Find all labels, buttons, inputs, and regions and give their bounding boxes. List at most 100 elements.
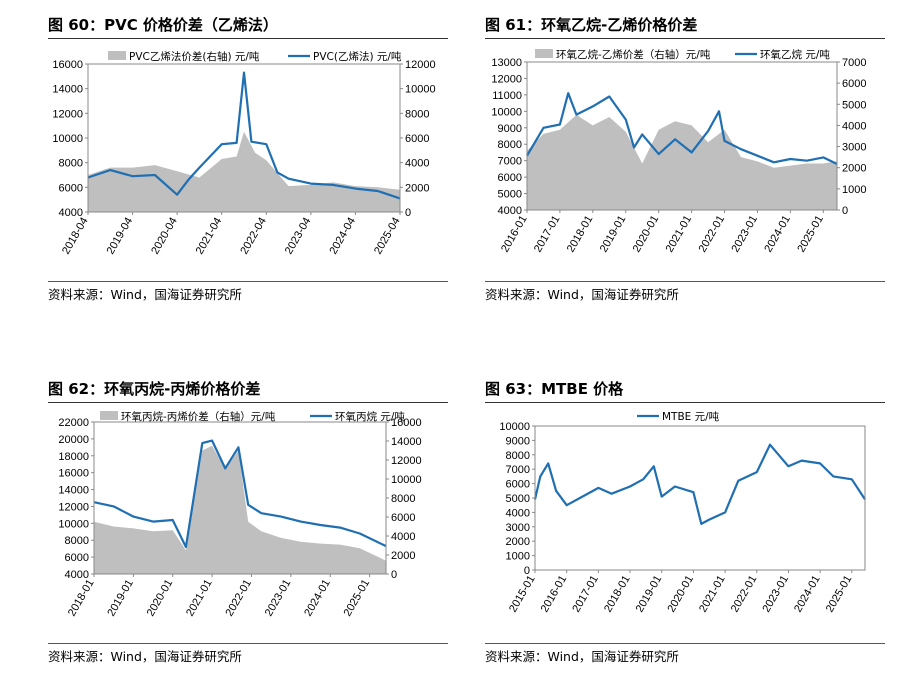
x-tick-label: 2016-01 <box>499 214 530 255</box>
y2-tick-label: 8000 <box>405 108 429 120</box>
x-tick-label: 2021-01 <box>184 578 215 619</box>
x-tick-label: 2025-01 <box>342 578 373 619</box>
y-tick-label: 12000 <box>491 73 522 85</box>
source-note: 资料来源：Wind，国海证券研究所 <box>48 649 242 664</box>
x-tick-label: 2018-01 <box>66 578 97 619</box>
y-tick-label: 18000 <box>58 451 89 463</box>
x-tick-label: 2020-04 <box>149 216 180 257</box>
title-rule <box>48 402 448 403</box>
figure-62: 图 62：环氧丙烷-丙烯价格价差 4000 6000 8000 10000 12000 1… <box>48 378 448 668</box>
figure-63: 图 63：MTBE 价格 0 1000 2000 3000 4000 5000 6000 70… <box>485 378 885 668</box>
x-tick-label: 2022-01 <box>729 574 760 615</box>
y-tick-label: 14000 <box>58 485 89 497</box>
figure-61: 图 61：环氧乙烷-乙烯价格价差 4000 5000 6000 7000 8000 900… <box>485 14 885 304</box>
source-rule <box>48 643 448 644</box>
y-tick-label: 14000 <box>52 84 83 96</box>
series-area <box>94 445 386 574</box>
y-tick-label: 12000 <box>58 501 89 513</box>
x-tick-label: 2021-04 <box>194 216 225 257</box>
y-tick-label: 20000 <box>58 434 89 446</box>
x-tick-label: 2022-01 <box>224 578 255 619</box>
legend-swatch-area <box>535 49 553 58</box>
source-note: 资料来源：Wind，国海证券研究所 <box>485 287 679 302</box>
y2-tick-label: 8000 <box>391 493 415 505</box>
x-tick-label: 2024-01 <box>762 214 793 255</box>
x-tick-label: 2021-01 <box>664 214 695 255</box>
x-tick-label: 2022-01 <box>697 214 728 255</box>
y-tick-label: 8000 <box>506 450 530 462</box>
legend-swatch-area <box>108 51 126 60</box>
legend-swatch-area <box>100 411 118 420</box>
title-rule <box>48 38 448 39</box>
y2-tick-label: 6000 <box>842 78 866 90</box>
x-tick-label: 2025-01 <box>824 574 855 615</box>
y2-tick-label: 4000 <box>391 531 415 543</box>
legend-label: 环氧乙烷 元/吨 <box>760 48 830 61</box>
y2-tick-label: 4000 <box>405 158 429 170</box>
y2-tick-label: 0 <box>391 569 397 581</box>
x-tick-label: 2024-04 <box>327 216 358 257</box>
y2-tick-label: 6000 <box>391 512 415 524</box>
x-tick-label: 2018-04 <box>60 216 91 257</box>
series-area <box>527 114 837 210</box>
figure-title: 图 63：MTBE 价格 <box>485 380 624 398</box>
x-tick-label: 2021-01 <box>697 574 728 615</box>
y-tick-label: 5000 <box>506 493 530 505</box>
y-tick-label: 22000 <box>58 417 89 429</box>
x-tick-label: 2023-01 <box>729 214 760 255</box>
y-tick-label: 16000 <box>52 59 83 71</box>
x-tick-label: 2019-01 <box>634 574 665 615</box>
figure-title: 图 62：环氧丙烷-丙烯价格价差 <box>48 380 261 398</box>
y2-tick-label: 3000 <box>842 142 866 154</box>
y2-tick-label: 14000 <box>391 436 422 448</box>
plot-frame <box>526 61 838 211</box>
y-tick-label: 4000 <box>65 569 89 581</box>
x-tick-label: 2025-01 <box>795 214 826 255</box>
y2-tick-label: 0 <box>405 207 411 219</box>
x-tick-label: 2015-01 <box>507 574 538 615</box>
legend-label: 环氧丙烷 元/吨 <box>335 410 405 423</box>
x-tick-label: 2023-01 <box>760 574 791 615</box>
y-tick-label: 9000 <box>506 435 530 447</box>
y2-tick-label: 12000 <box>405 59 436 71</box>
y2-tick-label: 7000 <box>842 57 866 69</box>
x-tick-label: 2025-04 <box>372 216 403 257</box>
legend-label: 环氧乙烷-乙烯价差（右轴）元/吨 <box>556 48 711 61</box>
y2-tick-label: 10000 <box>391 474 422 486</box>
y-tick-label: 6000 <box>498 172 522 184</box>
x-tick-label: 2018-01 <box>565 214 596 255</box>
plot-frame <box>534 425 866 571</box>
y-tick-label: 6000 <box>65 552 89 564</box>
chart-ethylene-oxide: 4000500060007000800090001000011000120001… <box>491 48 866 255</box>
x-tick-label: 2016-01 <box>539 574 570 615</box>
y-tick-label: 6000 <box>59 182 83 194</box>
x-tick-label: 2020-01 <box>145 578 176 619</box>
legend-label: 环氧丙烷-丙烯价差（右轴）元/吨 <box>121 410 276 423</box>
x-tick-label: 2019-04 <box>105 216 136 257</box>
y2-tick-label: 2000 <box>391 550 415 562</box>
y-tick-label: 4000 <box>59 207 83 219</box>
series-line <box>93 439 387 549</box>
source-rule <box>48 281 448 282</box>
y-tick-label: 2000 <box>506 536 530 548</box>
source-note: 资料来源：Wind，国海证券研究所 <box>48 287 242 302</box>
y2-tick-label: 10000 <box>405 84 436 96</box>
y-tick-label: 10000 <box>499 421 530 433</box>
y2-tick-label: 2000 <box>842 163 866 175</box>
source-note: 资料来源：Wind，国海证券研究所 <box>485 649 679 664</box>
y-tick-label: 16000 <box>58 468 89 480</box>
x-tick-label: 2023-04 <box>283 216 314 257</box>
y2-tick-label: 2000 <box>405 182 429 194</box>
chart-pvc: 4000 6000 8000 10000 12000 14000 16000 0 2000 400… <box>52 50 436 257</box>
legend-label: PVC乙烯法价差(右轴) 元/吨 <box>129 50 260 63</box>
y-tick-label: 10000 <box>491 106 522 118</box>
y-tick-label: 4000 <box>506 507 530 519</box>
series-area <box>88 131 400 212</box>
y-tick-label: 8000 <box>65 535 89 547</box>
y-tick-label: 12000 <box>52 108 83 120</box>
series-line <box>526 92 838 165</box>
series-line <box>87 71 401 200</box>
title-rule <box>485 402 885 403</box>
chart-propylene-oxide: 4000 6000 8000 10000 12000 14000 16000 18000 200… <box>58 410 422 619</box>
y-tick-label: 6000 <box>506 479 530 491</box>
